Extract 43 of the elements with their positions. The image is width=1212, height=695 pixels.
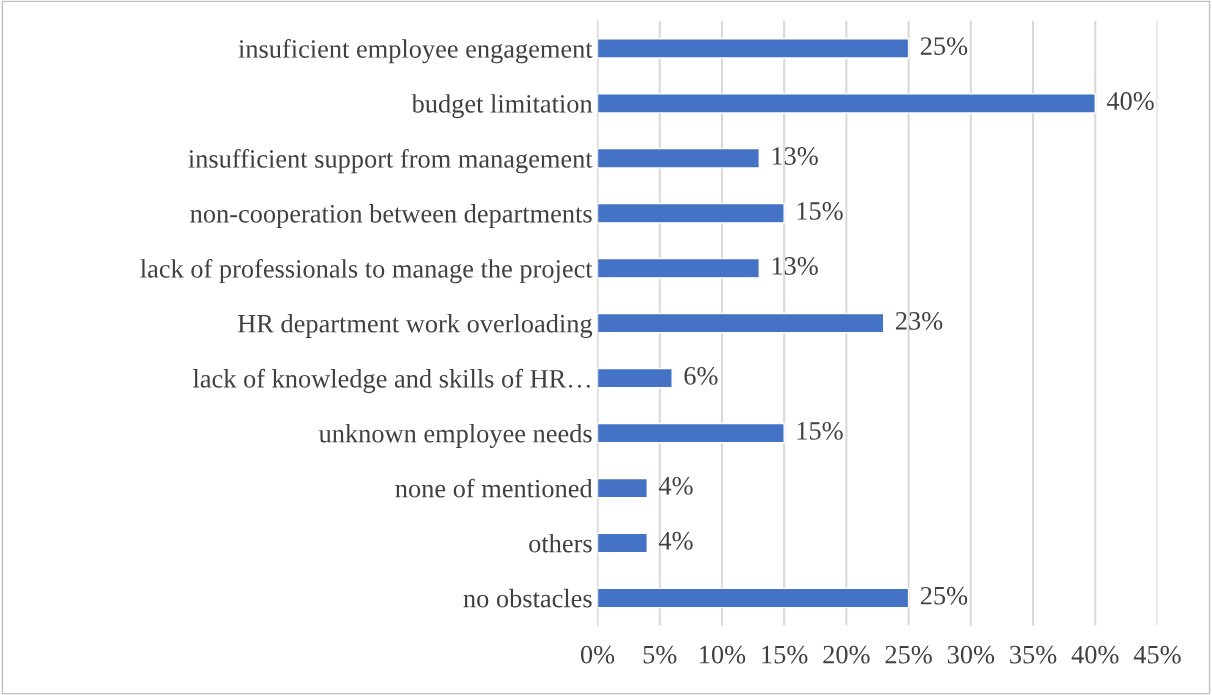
y-tick-label: none of mentioned — [395, 478, 593, 498]
x-tick-label: 30% — [947, 645, 995, 664]
y-tick-label: budget limitation — [411, 94, 593, 119]
y-tick-label: lack of knowledge and skills of HR… — [193, 368, 590, 394]
bar — [597, 587, 910, 609]
y-tick-label: insufficient support from management — [188, 148, 593, 174]
bar — [597, 312, 885, 334]
x-tick-label: 10% — [700, 645, 746, 664]
x-tick-label: 25% — [885, 645, 932, 664]
data-label: 4% — [658, 476, 693, 495]
x-tick-label: 40% — [1071, 645, 1119, 664]
y-tick-label: insuficient employee engagement — [238, 39, 593, 64]
data-label: 4% — [658, 531, 693, 550]
x-tick-label: 20% — [823, 645, 870, 664]
bar — [597, 367, 673, 389]
data-label: 40% — [1106, 92, 1154, 110]
bar — [597, 147, 760, 169]
x-tick-label: 45% — [1133, 645, 1181, 664]
data-label: 23% — [895, 311, 943, 330]
bar — [597, 92, 1096, 114]
y-tick-label: unknown employee needs — [318, 423, 592, 448]
data-label: 15% — [797, 202, 843, 220]
data-label: 6% — [684, 366, 718, 385]
bar — [597, 422, 785, 444]
data-label: 13% — [772, 147, 818, 165]
bar — [597, 532, 648, 554]
data-label: 25% — [920, 586, 968, 605]
data-label: 13% — [772, 257, 818, 275]
x-tick-label: 35% — [1010, 645, 1057, 664]
bar — [597, 202, 785, 224]
x-tick-label: 5% — [643, 645, 677, 664]
y-tick-label: lack of professionals to manage the project — [140, 258, 593, 284]
x-tick-label: 0% — [580, 645, 615, 664]
y-tick-label: no obstacles — [463, 588, 592, 608]
bar — [597, 477, 648, 499]
data-label: 15% — [797, 421, 843, 440]
bar — [597, 257, 760, 279]
x-tick-label: 15% — [762, 645, 808, 664]
y-tick-label: non-cooperation between departments — [190, 204, 592, 229]
data-label: 25% — [920, 37, 968, 56]
bar — [597, 38, 910, 59]
y-tick-label: HR department work overloading — [237, 314, 593, 339]
y-tick-label: others — [529, 533, 592, 553]
